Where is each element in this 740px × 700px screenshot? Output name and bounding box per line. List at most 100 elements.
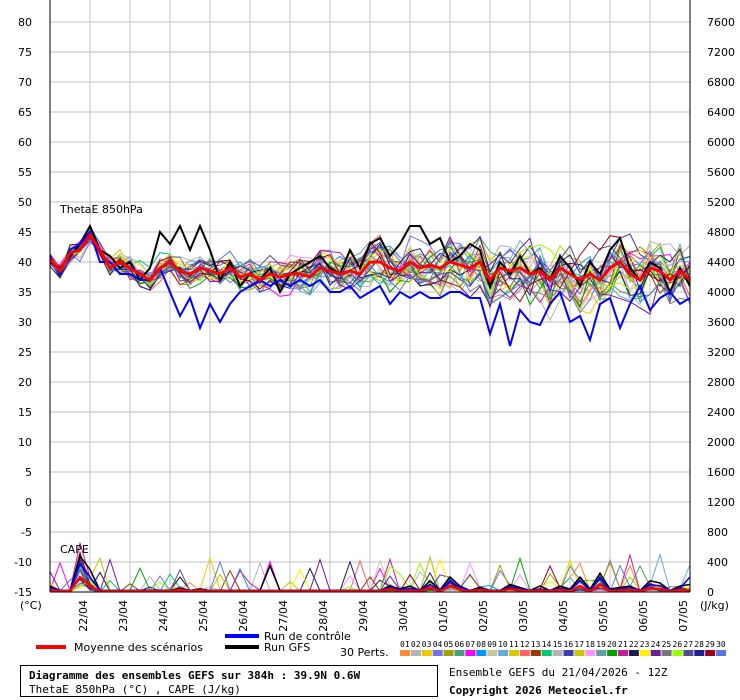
x-tick-label: 26/04 xyxy=(237,600,250,632)
right-tick-label: 5600 xyxy=(707,166,735,179)
right-tick-label: 6400 xyxy=(707,106,735,119)
main-runs xyxy=(48,223,692,593)
legend-perts-label: 30 Perts. xyxy=(340,646,389,659)
x-tick-label: 25/04 xyxy=(197,600,210,632)
legend-pert-id: 28 xyxy=(694,640,704,649)
legend-pert-id: 09 xyxy=(487,640,497,649)
left-tick-label: 65 xyxy=(18,106,32,119)
x-tick-label: 23/04 xyxy=(117,600,130,632)
legend-pert-swatch xyxy=(716,650,727,656)
left-tick-label: 25 xyxy=(18,346,32,359)
right-tick-label: 6000 xyxy=(707,136,735,149)
legend-pert-swatch xyxy=(432,650,443,656)
legend-pert-id: 23 xyxy=(640,640,650,649)
legend-pert-swatch xyxy=(476,650,487,656)
legend-pert-id: 21 xyxy=(618,640,628,649)
x-tick-label: 28/04 xyxy=(317,600,330,632)
legend-pert-id: 08 xyxy=(476,640,486,649)
right-tick-label: 800 xyxy=(707,526,728,539)
legend-pert-swatch xyxy=(563,650,574,656)
left-tick-label: 70 xyxy=(18,76,32,89)
legend-pert-swatch xyxy=(574,650,585,656)
left-tick-label: 50 xyxy=(18,196,32,209)
legend-pert-swatch xyxy=(454,650,465,656)
right-tick-label: 4400 xyxy=(707,256,735,269)
legend-pert-swatch xyxy=(618,650,628,656)
legend-pert-id: 29 xyxy=(705,640,715,649)
legend-pert-swatch xyxy=(541,650,552,656)
left-tick-label: -10 xyxy=(14,556,32,569)
legend-control-label: Run de contrôle xyxy=(264,630,351,643)
ensemble-run-label: Ensemble GEFS du 21/04/2026 - 12Z xyxy=(449,666,668,679)
legend: Moyenne des scénarios Run de contrôleRun … xyxy=(36,630,727,659)
mean-cape-line xyxy=(49,575,691,593)
legend-pert-id: 20 xyxy=(607,640,617,649)
right-tick-label: 5200 xyxy=(707,196,735,209)
legend-pert-swatch xyxy=(705,650,716,656)
legend-pert-swatch xyxy=(421,650,432,656)
legend-pert-id: 10 xyxy=(498,640,508,649)
member-thetae-line xyxy=(49,235,691,297)
right-tick-label: 2400 xyxy=(707,406,735,419)
left-tick-label: 10 xyxy=(18,436,32,449)
right-tick-label: 4000 xyxy=(707,286,735,299)
legend-pert-id: 15 xyxy=(553,640,563,649)
right-tick-label: 7200 xyxy=(707,46,735,59)
x-tick-label: 02/05 xyxy=(477,600,490,632)
mean-thetae-line xyxy=(48,232,692,283)
legend-pert-id: 05 xyxy=(444,640,454,649)
right-tick-label: 1200 xyxy=(707,496,735,509)
right-tick-label: 2000 xyxy=(707,436,735,449)
x-tick-label: 05/05 xyxy=(597,600,610,632)
left-tick-label: 30 xyxy=(18,316,32,329)
legend-pert-swatch xyxy=(498,650,509,656)
right-tick-label: 1600 xyxy=(707,466,735,479)
legend-pert-swatch xyxy=(465,650,476,656)
left-tick-label: 80 xyxy=(18,16,32,29)
left-unit-label: (°C) xyxy=(20,599,42,612)
legend-pert-id: 26 xyxy=(673,640,683,649)
legend-pert-id: 25 xyxy=(662,640,672,649)
chart-title: Diagramme des ensembles GEFS sur 384h : … xyxy=(29,669,361,682)
legend-pert-id: 24 xyxy=(651,640,661,649)
legend-pert-swatch xyxy=(628,650,639,656)
legend-pert-id: 14 xyxy=(542,640,552,649)
left-tick-label: 15 xyxy=(18,406,32,419)
x-tick-label: 22/04 xyxy=(77,600,90,632)
left-tick-label: 45 xyxy=(18,226,32,239)
chart-subtitle: ThetaE 850hPa (°C) , CAPE (J/kg) xyxy=(29,683,241,696)
legend-pert-id: 01 xyxy=(400,640,410,649)
legend-pert-swatch xyxy=(672,650,683,656)
right-tick-label: 4800 xyxy=(707,226,735,239)
legend-pert-id: 03 xyxy=(422,640,432,649)
left-tick-label: 5 xyxy=(25,466,32,479)
member-thetae-line xyxy=(49,235,691,305)
legend-pert-id: 16 xyxy=(564,640,574,649)
legend-pert-id: 13 xyxy=(531,640,541,649)
legend-pert-swatch xyxy=(509,650,519,656)
right-unit-label: (J/kg) xyxy=(700,599,729,612)
legend-pert-swatch xyxy=(552,650,563,656)
legend-pert-id: 18 xyxy=(585,640,595,649)
legend-pert-swatch xyxy=(585,650,596,656)
x-tick-label: 06/05 xyxy=(637,600,650,632)
legend-pert-swatch xyxy=(596,650,607,656)
x-tick-label: 03/05 xyxy=(517,600,530,632)
member-thetae-line xyxy=(49,233,691,307)
legend-pert-id: 12 xyxy=(520,640,530,649)
left-tick-label: 0 xyxy=(25,496,32,509)
legend-pert-swatch xyxy=(639,650,650,656)
left-tick-label: 60 xyxy=(18,136,32,149)
right-tick-label: 2800 xyxy=(707,376,735,389)
legend-mean-label: Moyenne des scénarios xyxy=(74,641,203,654)
legend-pert-swatch xyxy=(694,650,705,656)
right-tick-label: 0 xyxy=(707,586,714,599)
legend-pert-swatch xyxy=(530,650,541,656)
right-tick-label: 7600 xyxy=(707,16,735,29)
left-tick-label: 20 xyxy=(18,376,32,389)
x-tick-label: 27/04 xyxy=(277,600,290,632)
right-tick-label: 3600 xyxy=(707,316,735,329)
right-tick-label: 3200 xyxy=(707,346,735,359)
